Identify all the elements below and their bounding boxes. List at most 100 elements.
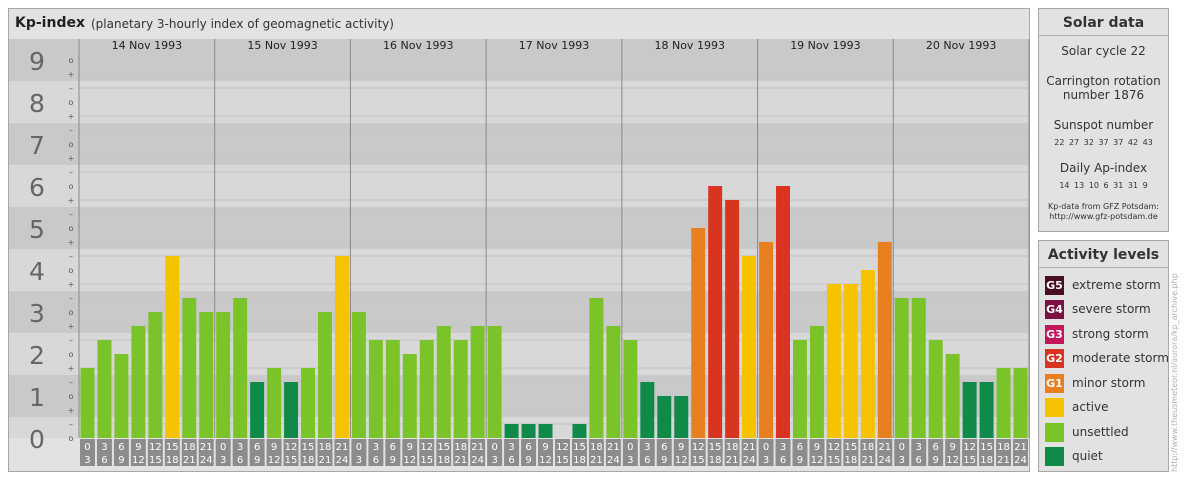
hour-box — [555, 439, 570, 466]
hour-label-top: 9 — [949, 442, 955, 453]
g2-label: moderate storm — [1072, 351, 1169, 365]
kp-bar — [402, 354, 417, 438]
hour-label-top: 18 — [590, 442, 603, 453]
hour-label-top: 9 — [135, 442, 141, 453]
sub-tick-label: + — [68, 238, 75, 247]
hour-box — [402, 439, 418, 466]
g5-label: extreme storm — [1072, 278, 1161, 292]
hour-label-top: 3 — [101, 442, 107, 453]
hour-label-bottom: 15 — [420, 455, 433, 466]
hour-box — [470, 439, 486, 466]
band-8 — [9, 81, 1029, 123]
hour-box — [1013, 439, 1028, 466]
kp-bar — [165, 256, 180, 438]
hour-label-bottom: 6 — [101, 455, 107, 466]
hour-label-top: 12 — [285, 442, 298, 453]
hour-label-bottom: 3 — [627, 455, 633, 466]
kp-bar — [759, 241, 774, 438]
sunspot-label: Sunspot number — [1053, 118, 1154, 132]
hour-label-bottom: 24 — [336, 455, 349, 466]
sub-tick-label: – — [69, 252, 73, 261]
hour-box — [487, 439, 503, 466]
hour-label-bottom: 9 — [797, 455, 803, 466]
kp-bar — [826, 283, 841, 438]
sub-tick-label: o — [69, 392, 74, 401]
day-label: 14 Nov 1993 — [112, 39, 182, 52]
kp-bar — [996, 367, 1011, 438]
day-label: 19 Nov 1993 — [790, 39, 860, 52]
hour-box — [673, 439, 689, 466]
hour-label-top: 15 — [980, 442, 993, 453]
hour-box — [894, 439, 910, 466]
hour-box — [843, 439, 859, 466]
hour-label-top: 6 — [525, 442, 531, 453]
kp-bar — [793, 340, 807, 438]
sub-tick-label: – — [69, 84, 73, 93]
kp-bar — [538, 424, 553, 438]
sub-tick-label: o — [69, 308, 74, 317]
hour-box — [792, 439, 808, 466]
sub-tick-label: + — [68, 70, 75, 79]
sub-tick-label: o — [69, 56, 74, 65]
hour-label-top: 12 — [556, 442, 569, 453]
hour-label-bottom: 21 — [726, 455, 739, 466]
hour-label-top: 6 — [933, 442, 939, 453]
sub-tick-label: + — [68, 112, 75, 121]
solar-data-title: Solar data — [1039, 9, 1168, 36]
sub-tick-label: o — [69, 98, 74, 107]
sub-tick-label: + — [68, 406, 75, 415]
hour-label-bottom: 3 — [763, 455, 769, 466]
hour-label-top: 12 — [963, 442, 976, 453]
hour-box — [232, 439, 248, 466]
sub-tick-label: o — [69, 182, 74, 191]
hour-label-bottom: 24 — [200, 455, 213, 466]
hour-label-bottom: 15 — [285, 455, 298, 466]
sub-tick-label: – — [69, 126, 73, 135]
hour-label-bottom: 6 — [916, 455, 922, 466]
sub-tick-label: + — [68, 322, 75, 331]
hour-label-top: 3 — [237, 442, 243, 453]
kp-bar — [1013, 367, 1028, 438]
kp-bar — [97, 340, 112, 438]
hour-label-bottom: 12 — [403, 455, 416, 466]
kp-chart-panel: Kp-index (planetary 3-hourly index of ge… — [8, 8, 1030, 472]
level-g2: G2 moderate storm — [1045, 348, 1169, 368]
unsettled-label: unsettled — [1072, 425, 1129, 439]
activity-levels-title: Activity levels — [1039, 241, 1168, 268]
kp-bar — [436, 325, 451, 438]
kp-bar — [368, 340, 383, 438]
hour-label-bottom: 6 — [508, 455, 514, 466]
hour-box — [300, 439, 316, 466]
hour-label-top: 0 — [356, 442, 362, 453]
sub-tick-label: – — [69, 168, 73, 177]
kp-bar — [674, 396, 689, 438]
kp-bar — [470, 325, 485, 438]
hour-box — [249, 439, 265, 466]
hour-box — [996, 439, 1012, 466]
hour-box — [639, 439, 655, 466]
hour-box — [215, 439, 231, 466]
hour-box — [775, 439, 791, 466]
y-tick-label: 5 — [29, 215, 45, 244]
carrington-line-1: Carrington rotation — [1046, 74, 1161, 88]
sub-tick-label: – — [69, 378, 73, 387]
hour-label-bottom: 24 — [1014, 455, 1027, 466]
source-line-2: http://www.gfz-potsdam.de — [1049, 212, 1158, 221]
kp-bar — [301, 367, 315, 438]
y-tick-label: 9 — [29, 47, 45, 76]
hour-label-bottom: 9 — [525, 455, 531, 466]
kp-bar — [657, 396, 672, 438]
g1-label: minor storm — [1072, 376, 1146, 390]
y-tick-label: 6 — [29, 173, 45, 202]
hour-box — [504, 439, 520, 466]
kp-bar — [894, 298, 909, 438]
kp-bar — [623, 340, 638, 438]
hour-label-top: 18 — [726, 442, 739, 453]
hour-label-bottom: 21 — [454, 455, 467, 466]
hour-box — [911, 439, 927, 466]
hour-label-top: 0 — [491, 442, 497, 453]
kp-bar — [334, 256, 349, 438]
sub-tick-label: + — [68, 280, 75, 289]
hour-label-bottom: 15 — [556, 455, 569, 466]
hour-label-bottom: 12 — [811, 455, 824, 466]
